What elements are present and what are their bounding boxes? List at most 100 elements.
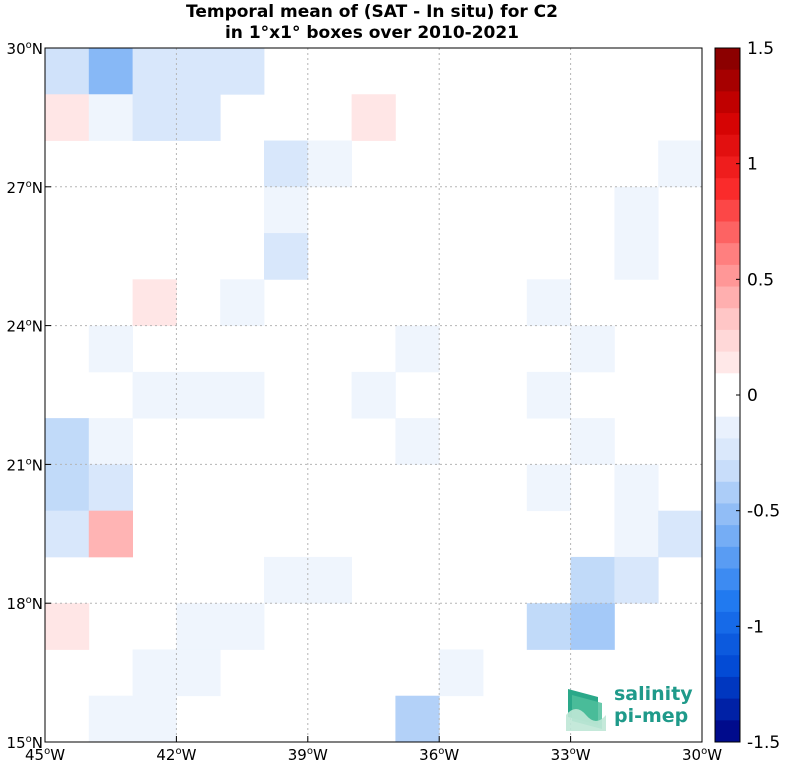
heatmap-cell (395, 325, 440, 373)
colorbar-segment (715, 156, 740, 179)
heatmap-cell (264, 556, 309, 604)
heatmap-cell (526, 603, 571, 650)
x-tick-label: 36oW (419, 746, 459, 763)
colorbar-segment (715, 308, 740, 331)
colorbar-segment (715, 48, 740, 71)
y-tick-label: 30oN (7, 40, 43, 58)
heatmap-cell (307, 140, 352, 188)
heatmap-cell (614, 510, 659, 558)
colorbar-segment (715, 395, 740, 418)
heatmap-cell (614, 233, 659, 280)
colorbar-segment (715, 264, 740, 287)
colorbar-segment (715, 460, 740, 483)
heatmap-cell (88, 94, 133, 141)
colorbar-segment (715, 503, 740, 526)
heatmap-cell (439, 649, 484, 697)
heatmap-cell (176, 649, 221, 697)
chart-title-line1: Temporal mean of (SAT - In situ) for C2 (186, 2, 558, 22)
heatmap-cell (176, 371, 221, 419)
heatmap-cell (45, 94, 90, 141)
colorbar-segment (715, 720, 740, 743)
colorbar: 1.5 1 0.5 0 -0.5 -1 -1.5 (714, 39, 780, 753)
x-axis: 45oW 42oW 39oW 36oW 33oW 30oW (25, 736, 722, 763)
heatmap-cell (220, 48, 265, 95)
colorbar-segment (715, 113, 740, 136)
heatmap-cell (220, 279, 265, 326)
heatmap-cell (88, 48, 133, 95)
colorbar-tick-label: -1.5 (747, 733, 780, 753)
heatmap-cell (132, 649, 177, 697)
colorbar-segment (715, 525, 740, 548)
heatmap-cell (176, 603, 221, 650)
colorbar-segment (715, 438, 740, 461)
heatmap-cell (132, 94, 177, 141)
y-tick-label: 15oN (7, 734, 43, 752)
colorbar-segment (715, 546, 740, 569)
colorbar-segment (715, 221, 740, 244)
logo-text-pimep: pi-mep (614, 705, 689, 727)
colorbar-segment (715, 329, 740, 353)
heatmap-cell (220, 603, 265, 650)
x-tick-label: 33oW (551, 746, 591, 763)
heatmap-cell (264, 140, 309, 188)
heatmap-cell (45, 603, 90, 650)
heatmap-cell (264, 233, 309, 280)
heatmap-cell (526, 464, 571, 512)
heatmap-cell (614, 556, 659, 604)
colorbar-segment (715, 286, 740, 309)
colorbar-segment (715, 590, 740, 613)
y-tick-label: 24oN (7, 318, 43, 336)
colorbar-segment (715, 611, 740, 634)
x-tick-label: 39oW (288, 746, 328, 763)
y-axis: 15oN 18oN 21oN 24oN 27oN 30oN (7, 40, 51, 752)
heatmap-cell (526, 371, 571, 419)
heatmap-cell (220, 371, 265, 419)
heatmap-cell (526, 279, 571, 326)
colorbar-segment (715, 69, 740, 92)
x-tick-label: 42oW (156, 746, 196, 763)
colorbar-tick-label: -0.5 (747, 502, 780, 522)
heatmap-cell (88, 418, 133, 465)
colorbar-segment (715, 481, 740, 504)
colorbar-segment (715, 633, 740, 656)
heatmap-cell (395, 695, 440, 743)
colorbar-tick-label: -1 (747, 617, 764, 637)
heatmap-cells (45, 48, 703, 743)
heatmap-cell (351, 371, 396, 419)
heatmap-cell (45, 418, 90, 465)
wave-layers-icon (566, 689, 606, 731)
heatmap-cell (88, 695, 133, 743)
colorbar-tick-label: 0.5 (747, 270, 774, 290)
heatmap-cell (132, 48, 177, 95)
colorbar-segment (715, 178, 740, 201)
heatmap-cell (570, 325, 615, 373)
colorbar-tick-label: 1 (747, 155, 758, 175)
colorbar-segment (715, 351, 740, 374)
heatmap-cell (570, 418, 615, 465)
colorbar-tick-label: 0 (747, 386, 758, 406)
x-tick-label: 45oW (25, 746, 65, 763)
heatmap-cell (176, 48, 221, 95)
colorbar-segment (715, 568, 740, 591)
colorbar-segment (715, 676, 740, 700)
heatmap-cell (132, 279, 177, 326)
heatmap-cell (88, 325, 133, 373)
colorbar-segment (715, 91, 740, 114)
heatmap-cell (658, 510, 703, 558)
heatmap-cell (307, 556, 352, 604)
grid-lines (45, 48, 702, 742)
colorbar-segment (715, 416, 740, 439)
colorbar-segment (715, 199, 740, 222)
chart-title-line2: in 1°x1° boxes over 2010-2021 (225, 23, 519, 43)
heatmap-cell (45, 464, 90, 512)
heatmap-cell (132, 371, 177, 419)
colorbar-segment (715, 243, 740, 266)
heatmap-cell (45, 510, 90, 558)
colorbar-segment (715, 134, 740, 157)
plot-frame (44, 47, 703, 743)
heatmap-cell (570, 603, 615, 650)
colorbar-tick-label: 1.5 (747, 39, 774, 59)
y-tick-label: 21oN (7, 456, 43, 474)
heatmap-cell (132, 695, 177, 743)
